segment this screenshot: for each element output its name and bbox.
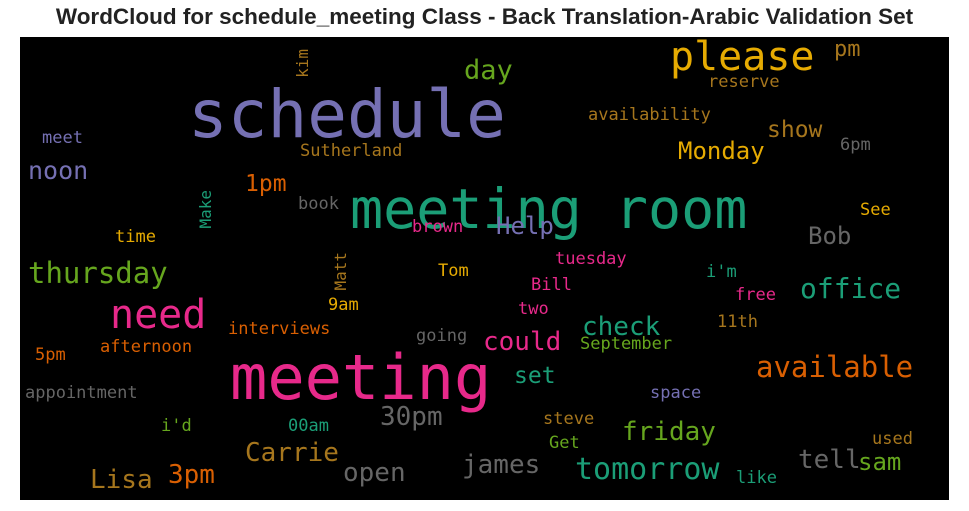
- word-could: could: [483, 327, 562, 357]
- word-thursday: thursday: [28, 256, 168, 290]
- word-i-m: i'm: [706, 262, 737, 282]
- word-meet: meet: [42, 128, 83, 148]
- word-brown: brown: [412, 217, 464, 237]
- word-open: open: [343, 458, 406, 488]
- word-steve: steve: [543, 409, 595, 429]
- word-time: time: [115, 227, 156, 247]
- word-lisa: Lisa: [90, 465, 153, 495]
- word-appointment: appointment: [25, 383, 138, 403]
- word-meeting: meeting: [230, 341, 492, 414]
- word-show: show: [767, 117, 823, 143]
- word-bob: Bob: [808, 222, 852, 250]
- word-1pm: 1pm: [245, 171, 287, 197]
- word-kim: kim: [293, 49, 312, 78]
- word-tell: tell: [798, 445, 861, 475]
- word-matt: Matt: [331, 252, 350, 291]
- word-11th: 11th: [717, 312, 758, 332]
- word-help: Help: [496, 212, 554, 240]
- word-set: set: [514, 363, 556, 389]
- word-availability: availability: [588, 105, 711, 125]
- word-i-d: i'd: [161, 416, 192, 436]
- word-schedule: schedule: [188, 76, 506, 153]
- word-free: free: [735, 285, 776, 305]
- chart-title: WordCloud for schedule_meeting Class - B…: [55, 4, 914, 29]
- word-office: office: [800, 272, 902, 305]
- word-used: used: [872, 429, 913, 449]
- word-need: need: [110, 292, 207, 338]
- word-noon: noon: [28, 156, 89, 185]
- word-carrie: Carrie: [245, 438, 339, 468]
- word-two: two: [518, 299, 549, 319]
- word-meeting-room: meeting room: [350, 177, 748, 241]
- word-reserve: reserve: [708, 72, 780, 92]
- word-make: Make: [196, 190, 215, 229]
- word-going: going: [416, 326, 468, 346]
- word-6pm: 6pm: [840, 135, 871, 155]
- word-9am: 9am: [328, 295, 359, 315]
- word-like: like: [736, 468, 777, 488]
- word-september: September: [580, 334, 673, 354]
- word-afternoon: afternoon: [100, 337, 193, 357]
- wordcloud-canvas: schedule meeting room meeting please need day…: [20, 37, 949, 500]
- word-pm: pm: [834, 37, 861, 62]
- word-sutherland: Sutherland: [300, 141, 403, 161]
- word-interviews: interviews: [228, 319, 331, 339]
- word-see: See: [860, 200, 891, 220]
- word-get: Get: [549, 433, 580, 453]
- word-00am: 00am: [288, 416, 329, 436]
- word-tom: Tom: [438, 261, 469, 281]
- word-sam: sam: [858, 448, 902, 476]
- word-space: space: [650, 383, 702, 403]
- word-check: check: [582, 312, 661, 342]
- word-james: james: [462, 450, 541, 480]
- word-day: day: [464, 55, 513, 86]
- word-please: please: [670, 37, 815, 80]
- word-30pm: 30pm: [380, 402, 443, 432]
- word-bill: Bill: [531, 275, 572, 295]
- word-book: book: [298, 194, 339, 214]
- word-tuesday: tuesday: [555, 249, 627, 269]
- word-tomorrow: tomorrow: [575, 452, 720, 487]
- word-friday: friday: [622, 417, 716, 447]
- word-5pm: 5pm: [35, 345, 66, 365]
- word-available: available: [756, 350, 914, 384]
- word-3pm: 3pm: [168, 460, 215, 490]
- word-monday: Monday: [678, 137, 765, 165]
